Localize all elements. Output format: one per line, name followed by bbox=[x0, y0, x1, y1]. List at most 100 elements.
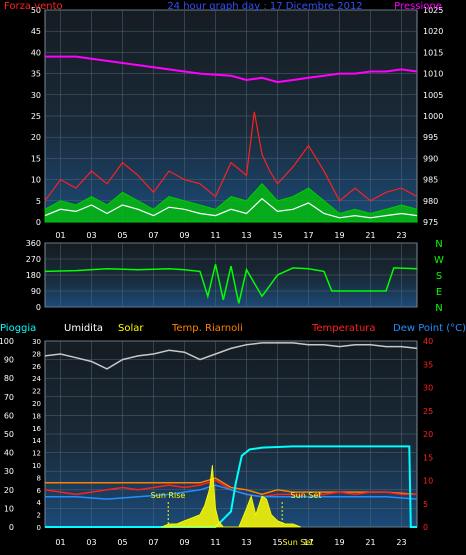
p1-right-tick: 995 bbox=[423, 133, 438, 142]
p3-left-tick: 50 bbox=[4, 430, 14, 439]
sun-set-label: Sun Set bbox=[283, 538, 314, 547]
p3-left-tick: 70 bbox=[4, 393, 14, 402]
p3-mid-tick: 20 bbox=[32, 400, 41, 408]
p3-legend-item: Pioggia bbox=[0, 323, 36, 334]
p3-x-tick: 09 bbox=[179, 538, 189, 547]
p3-right-tick: 25 bbox=[423, 407, 433, 416]
chart-title: 24 hour graph day : 17 Dicembre 2012 bbox=[167, 1, 362, 12]
series-raffica bbox=[44, 111, 418, 202]
p3-mid-tick: 8 bbox=[37, 474, 41, 482]
series-solar bbox=[161, 464, 301, 528]
p2-compass-label: W bbox=[434, 255, 444, 266]
p2-left-tick: 90 bbox=[31, 287, 41, 296]
p1-right-tick: 990 bbox=[423, 154, 438, 163]
p1-left-tick: 35 bbox=[31, 70, 41, 79]
p3-left-tick: 20 bbox=[4, 486, 14, 495]
p3-left-tick: 40 bbox=[4, 449, 14, 458]
p3-legend-item: Solar bbox=[118, 323, 144, 334]
p3-mid-tick: 4 bbox=[37, 499, 42, 507]
p1-x-tick: 09 bbox=[179, 231, 189, 240]
p2-left-tick: 270 bbox=[26, 255, 41, 264]
p3-right-tick: 40 bbox=[423, 337, 433, 346]
p3-x-tick: 07 bbox=[148, 538, 158, 547]
p2-left-tick: 0 bbox=[36, 303, 41, 312]
p3-left-tick: 0 bbox=[9, 523, 14, 532]
p3-x-tick: 01 bbox=[55, 538, 65, 547]
p3-mid-tick: 10 bbox=[32, 462, 41, 470]
series-dew-point-c- bbox=[45, 484, 418, 500]
p1-left-tick: 10 bbox=[31, 176, 41, 185]
p3-x-tick: 13 bbox=[241, 538, 251, 547]
p3-mid-tick: 26 bbox=[32, 363, 41, 371]
p1-left-tick: 20 bbox=[31, 133, 41, 142]
p2-compass-label: S bbox=[436, 271, 442, 282]
p3-mid-tick: 12 bbox=[32, 450, 41, 458]
wind-force-label: Forza vento bbox=[4, 1, 63, 12]
p1-left-tick: 40 bbox=[31, 48, 41, 57]
p3-x-tick: 03 bbox=[86, 538, 96, 547]
p1-right-tick: 1010 bbox=[423, 70, 443, 79]
p3-right-tick: 0 bbox=[423, 523, 428, 532]
p1-x-tick: 17 bbox=[303, 231, 313, 240]
p3-left-tick: 30 bbox=[4, 467, 14, 476]
p3-legend-item: Temperatura bbox=[311, 323, 376, 334]
p3-mid-tick: 30 bbox=[32, 338, 41, 346]
p1-right-tick: 1025 bbox=[423, 6, 443, 15]
series-wind-direction bbox=[44, 264, 418, 304]
series-umidita bbox=[44, 342, 418, 370]
p1-right-tick: 1020 bbox=[423, 27, 443, 36]
p3-mid-tick: 14 bbox=[32, 437, 41, 445]
p1-x-tick: 05 bbox=[117, 231, 127, 240]
pressure-label: Pressione bbox=[394, 1, 442, 12]
p3-right-tick: 20 bbox=[423, 430, 433, 439]
p3-right-tick: 35 bbox=[423, 360, 433, 369]
p1-x-tick: 01 bbox=[55, 231, 65, 240]
p3-mid-tick: 24 bbox=[32, 375, 41, 383]
p3-x-tick: 19 bbox=[334, 538, 344, 547]
p2-compass-label: N bbox=[435, 239, 442, 250]
p1-x-tick: 23 bbox=[396, 231, 406, 240]
p1-left-tick: 5 bbox=[36, 197, 41, 206]
p3-left-tick: 100 bbox=[0, 337, 14, 346]
p3-x-tick: 21 bbox=[365, 538, 375, 547]
p3-mid-tick: 22 bbox=[32, 388, 41, 396]
p1-left-tick: 15 bbox=[31, 154, 41, 163]
p3-x-tick: 17 bbox=[303, 538, 313, 547]
p1-right-tick: 985 bbox=[423, 176, 438, 185]
series-vento-medio bbox=[44, 197, 418, 219]
p1-left-tick: 50 bbox=[31, 6, 41, 15]
p3-x-tick: 05 bbox=[117, 538, 127, 547]
series-wind-force bbox=[44, 183, 418, 223]
sun-rise-label: Sun Rise bbox=[151, 491, 186, 500]
p3-right-tick: 10 bbox=[423, 477, 433, 486]
wind-pressure-panel: 0510152025303540455097598098599099510001… bbox=[4, 1, 443, 240]
p1-x-tick: 19 bbox=[334, 231, 344, 240]
p3-x-tick: 11 bbox=[210, 538, 220, 547]
p1-right-tick: 1000 bbox=[423, 112, 443, 121]
p3-x-tick: 15 bbox=[272, 538, 282, 547]
p3-mid-tick: 16 bbox=[32, 425, 41, 433]
p2-left-tick: 360 bbox=[26, 239, 41, 248]
p1-right-tick: 975 bbox=[423, 218, 438, 227]
p3-right-tick: 15 bbox=[423, 453, 433, 462]
p1-x-tick: 13 bbox=[241, 231, 251, 240]
sun-set-label: Sun Set bbox=[291, 491, 322, 500]
p1-right-tick: 980 bbox=[423, 197, 438, 206]
p2-compass-label: N bbox=[435, 303, 442, 314]
p3-left-tick: 10 bbox=[4, 504, 14, 513]
p1-left-tick: 45 bbox=[31, 27, 41, 36]
p3-mid-tick: 28 bbox=[32, 350, 41, 358]
p3-mid-tick: 2 bbox=[37, 512, 41, 520]
p1-x-tick: 11 bbox=[210, 231, 220, 240]
p1-x-tick: 03 bbox=[86, 231, 96, 240]
p1-x-tick: 21 bbox=[365, 231, 375, 240]
p2-compass-label: E bbox=[436, 287, 442, 298]
p3-mid-tick: 0 bbox=[37, 524, 41, 532]
p3-mid-tick: 6 bbox=[37, 487, 42, 495]
p3-left-tick: 90 bbox=[4, 356, 14, 365]
p1-left-tick: 0 bbox=[36, 218, 41, 227]
p3-left-tick: 80 bbox=[4, 374, 14, 383]
p3-right-tick: 5 bbox=[423, 500, 428, 509]
p1-x-tick: 15 bbox=[272, 231, 282, 240]
